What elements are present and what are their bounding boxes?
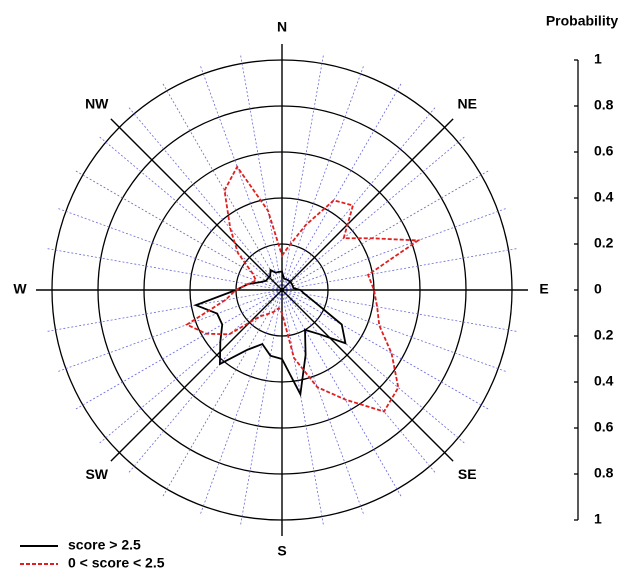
compass-label: NE: [458, 95, 477, 111]
legend-label: score > 2.5: [68, 537, 141, 553]
main-spoke: [281, 289, 454, 462]
scale-tick-label: 1: [594, 511, 602, 527]
spoke: [281, 289, 465, 444]
spoke: [128, 107, 283, 291]
spoke: [99, 136, 283, 291]
compass-label: N: [277, 19, 287, 35]
compass-label: W: [13, 281, 27, 297]
spoke: [281, 107, 436, 291]
spoke: [200, 289, 283, 514]
spoke: [281, 289, 436, 473]
scale-tick-label: 0.8: [594, 465, 614, 481]
scale-tick-label: 0.8: [594, 97, 614, 113]
compass-label: S: [277, 543, 286, 559]
spoke: [99, 289, 283, 444]
spoke: [281, 136, 465, 291]
spoke: [128, 289, 283, 473]
compass-label: E: [539, 281, 548, 297]
series-line: [193, 268, 347, 398]
scale-tick-label: 0.2: [594, 327, 614, 343]
main-spoke: [281, 118, 454, 291]
legend-label: 0 < score < 2.5: [68, 555, 165, 571]
compass-label: SE: [458, 466, 477, 482]
spoke: [58, 289, 283, 372]
scale-tick-label: 0.6: [594, 419, 614, 435]
spoke: [281, 66, 364, 291]
compass-label: SW: [85, 466, 108, 482]
scale-tick-label: 0.2: [594, 235, 614, 251]
spoke: [58, 208, 283, 291]
main-spoke: [110, 118, 283, 291]
scale-tick-label: 0.4: [594, 189, 614, 205]
compass-label: NW: [85, 95, 109, 111]
spoke: [281, 208, 506, 291]
scale-title: Probability: [546, 13, 619, 29]
scale-tick-label: 0.6: [594, 143, 614, 159]
scale-tick-label: 1: [594, 51, 602, 67]
scale-tick-label: 0.4: [594, 373, 614, 389]
series-line: [185, 165, 421, 413]
scale-tick-label: 0: [594, 281, 602, 297]
main-spoke: [110, 289, 283, 462]
